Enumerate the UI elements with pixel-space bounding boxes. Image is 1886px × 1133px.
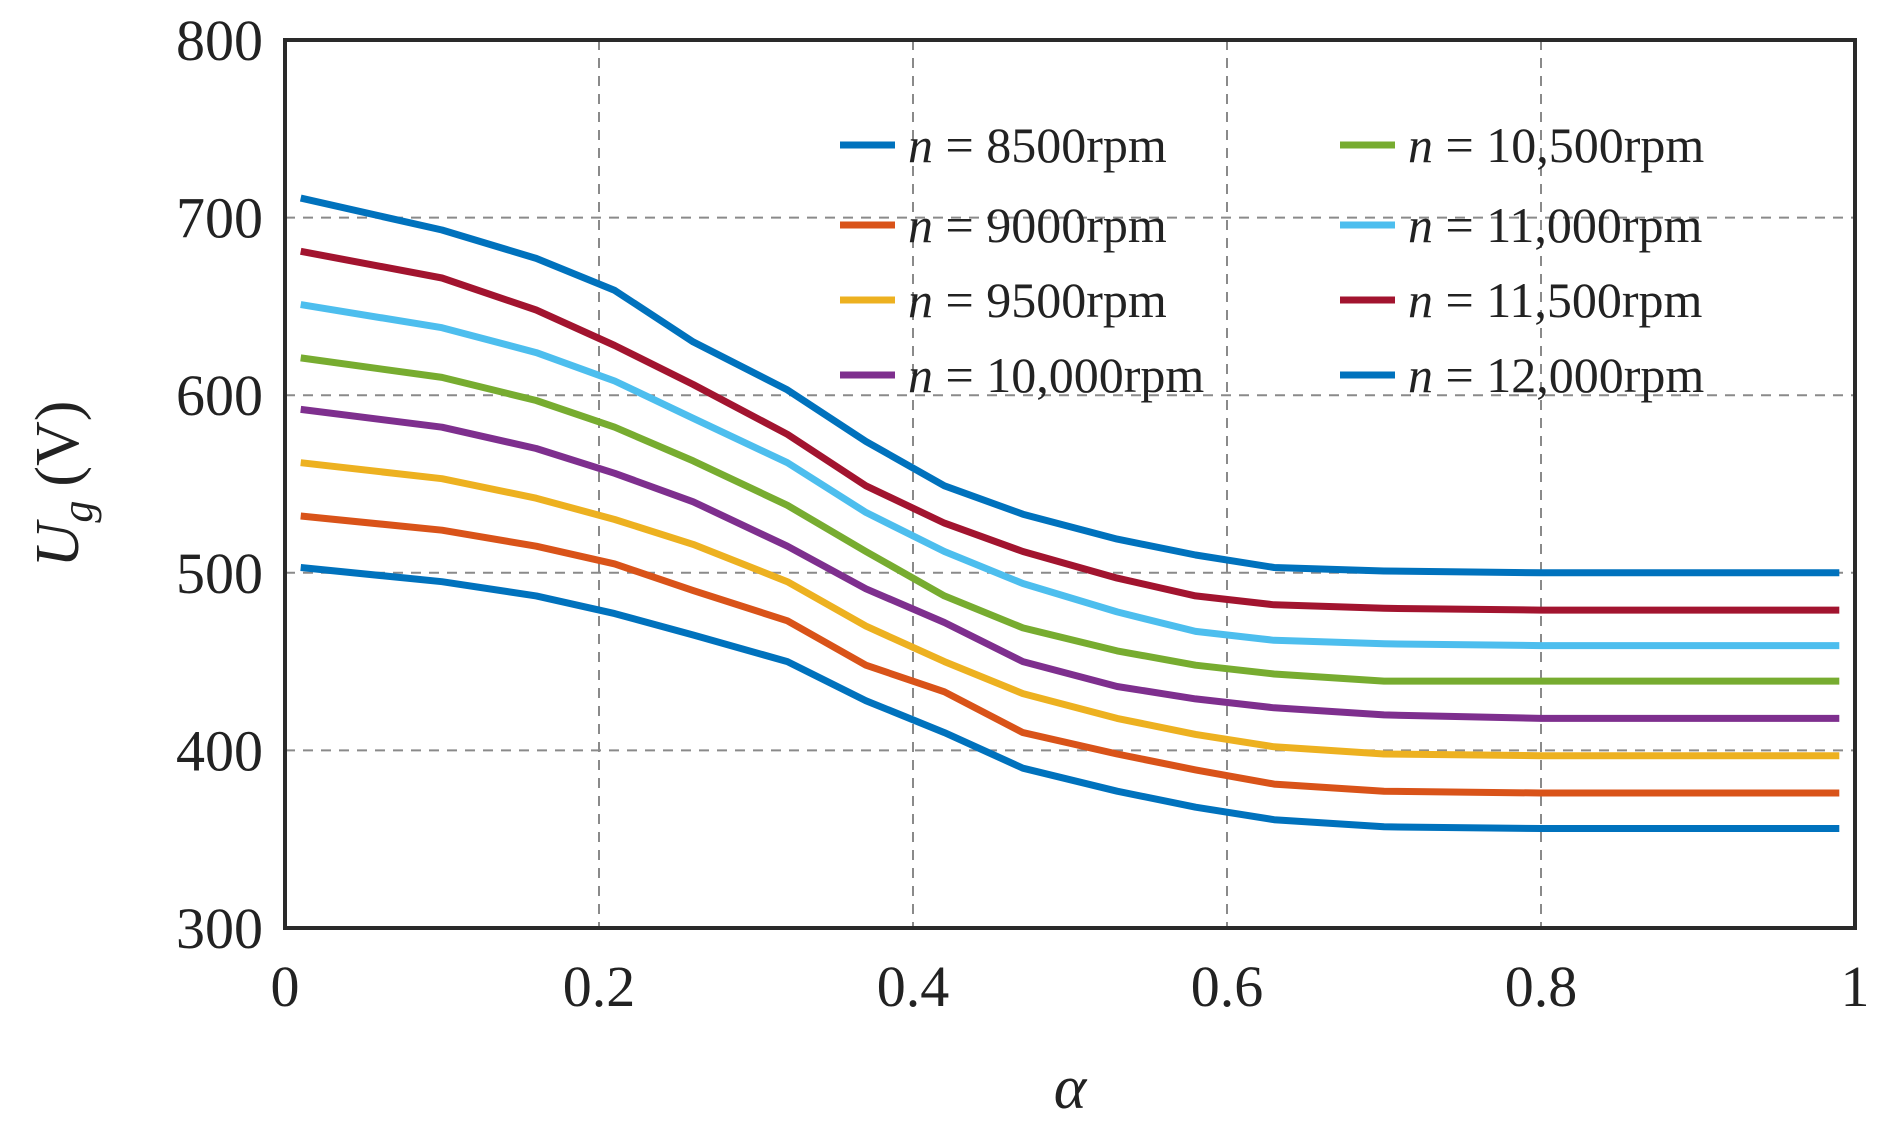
legend-entry: n = 9000rpm [908, 197, 1167, 253]
x-axis-label: α [1054, 1054, 1088, 1122]
x-tick-label: 0 [271, 954, 300, 1019]
series-line [300, 301, 1840, 650]
y-axis-label-symbol: U [24, 518, 92, 567]
series-line [300, 354, 1840, 685]
x-tick-label: 0.4 [877, 954, 950, 1019]
plot-frame [283, 38, 1857, 930]
series-line [299, 194, 1840, 577]
y-tick-label: 700 [176, 186, 263, 251]
series-lines [299, 194, 1840, 832]
x-tick-label: 0.6 [1191, 954, 1264, 1019]
y-tick-label: 800 [176, 8, 263, 73]
y-tick-label: 300 [176, 896, 263, 961]
y-axis-label-unit: (V) [24, 401, 92, 487]
legend: n = 8500rpm n = 9000rpm n = 9500rpm n = 10,… [840, 117, 1704, 403]
legend-entry: n = 9500rpm [908, 272, 1167, 328]
x-tick-label: 0.8 [1505, 954, 1578, 1019]
legend-entry: n = 10,500rpm [1408, 117, 1704, 173]
y-tick-label: 500 [176, 541, 263, 606]
y-axis-label: Ug (V) [24, 401, 102, 568]
legend-entry: n = 11,500rpm [1408, 272, 1702, 328]
y-axis-label-main: Ug (V) [24, 401, 102, 568]
grid-lines [285, 40, 1855, 928]
legend-entry: n = 8500rpm [908, 117, 1167, 173]
series-line [300, 512, 1840, 797]
y-axis-label-subscript: g [53, 501, 102, 523]
legend-entry: n = 11,000rpm [1408, 197, 1702, 253]
legend-entry: n = 12,000rpm [1408, 347, 1704, 403]
y-tick-label: 600 [176, 363, 263, 428]
series-line [300, 564, 1840, 832]
series-line [300, 459, 1840, 760]
x-tick-label: 1 [1841, 954, 1870, 1019]
y-tick-label: 400 [176, 718, 263, 783]
series-line [300, 405, 1840, 722]
x-tick-label: 0.2 [563, 954, 636, 1019]
series-line [300, 247, 1840, 614]
legend-entry: n = 10,000rpm [908, 347, 1204, 403]
y-tick-labels: 300 400 500 600 700 800 [176, 8, 263, 961]
x-tick-labels: 0 0.2 0.4 0.6 0.8 1 [271, 954, 1870, 1019]
